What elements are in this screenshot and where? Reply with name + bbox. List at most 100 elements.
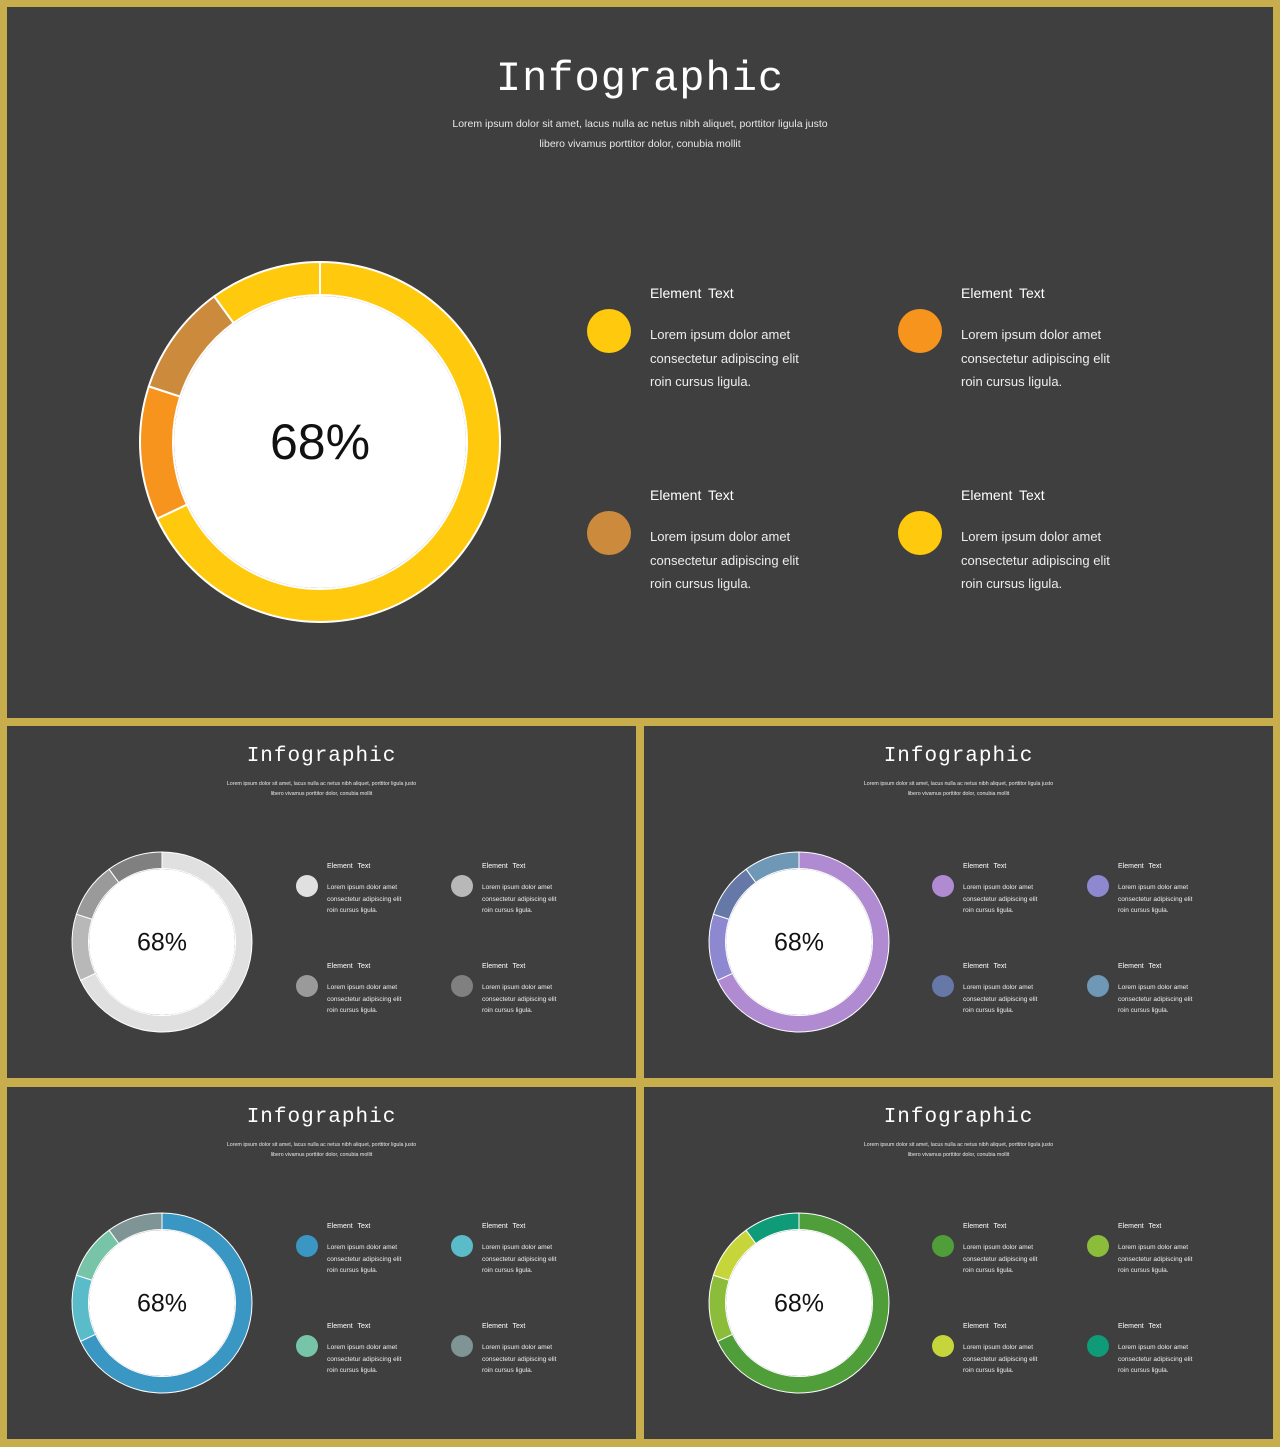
legend-item: Element Text Lorem ipsum dolor amet cons… <box>932 863 1062 923</box>
legend-dot <box>898 511 942 555</box>
legend-item-title: Element Text <box>327 863 371 870</box>
legend-item-title: Element Text <box>963 1223 1007 1230</box>
legend-item: Element Text Lorem ipsum dolor amet cons… <box>296 1323 426 1383</box>
slide-subtitle: Lorem ipsum dolor sit amet, lacus nulla … <box>863 1142 1054 1158</box>
legend-item: Element Text Lorem ipsum dolor amet cons… <box>932 1223 1062 1283</box>
donut-slice <box>745 1212 800 1245</box>
legend-dot <box>451 975 473 997</box>
legend-item-title: Element Text <box>1118 963 1162 970</box>
legend-item: Element Text Lorem ipsum dolor amet cons… <box>296 863 426 923</box>
donut-slice <box>155 260 501 623</box>
legend-item: Element Text Lorem ipsum dolor amet cons… <box>1087 1323 1217 1383</box>
center-percentage-label: 68% <box>137 929 187 957</box>
legend-item-desc: Lorem ipsum dolor amet consectetur adipi… <box>327 1244 402 1275</box>
legend-item: Element Text Lorem ipsum dolor amet cons… <box>451 863 581 923</box>
legend-dot <box>587 309 631 353</box>
legend-dot <box>1087 875 1109 897</box>
legend-item-title: Element Text <box>327 963 371 970</box>
donut-chart: 68% <box>71 851 253 1033</box>
legend-dot <box>1087 975 1109 997</box>
legend-item-desc: Lorem ipsum dolor amet consectetur adipi… <box>1118 984 1193 1015</box>
donut-slice <box>79 1212 253 1394</box>
donut-center <box>726 1230 872 1376</box>
legend-item-title: Element Text <box>650 285 734 301</box>
slide-subtitle: Lorem ipsum dolor sit amet, lacus nulla … <box>863 781 1054 797</box>
legend-item: Element Text Lorem ipsum dolor amet cons… <box>587 487 847 597</box>
donut-chart: 68% <box>708 851 890 1033</box>
legend-item-title: Element Text <box>650 487 734 503</box>
legend-dot <box>898 309 942 353</box>
legend-item-desc: Lorem ipsum dolor amet consectetur adipi… <box>482 1344 557 1375</box>
legend-item-title: Element Text <box>482 863 526 870</box>
donut-slice <box>108 851 163 884</box>
legend-dot <box>587 511 631 555</box>
slide-main: Infographic Lorem ipsum dolor sit amet, … <box>7 7 1273 718</box>
legend-item-title: Element Text <box>482 1323 526 1330</box>
legend-item-desc: Lorem ipsum dolor amet consectetur adipi… <box>650 529 799 591</box>
legend-item-title: Element Text <box>963 963 1007 970</box>
legend-dot <box>296 1335 318 1357</box>
legend-item: Element Text Lorem ipsum dolor amet cons… <box>1087 863 1217 923</box>
legend-item-title: Element Text <box>327 1323 371 1330</box>
legend-item-desc: Lorem ipsum dolor amet consectetur adipi… <box>963 984 1038 1015</box>
legend-item-desc: Lorem ipsum dolor amet consectetur adipi… <box>650 327 799 389</box>
donut-center <box>89 869 235 1015</box>
legend-dot <box>296 875 318 897</box>
legend-dot <box>451 1335 473 1357</box>
legend-item-title: Element Text <box>963 863 1007 870</box>
slide-title: Infographic <box>246 1106 397 1129</box>
legend-dot <box>1087 1335 1109 1357</box>
donut-center <box>174 296 466 588</box>
donut-chart: 68% <box>139 260 501 623</box>
legend-item: Element Text Lorem ipsum dolor amet cons… <box>932 1323 1062 1383</box>
legend-item: Element Text Lorem ipsum dolor amet cons… <box>898 487 1158 597</box>
slide-title: Infographic <box>246 745 397 768</box>
center-percentage-label: 68% <box>774 929 824 957</box>
legend-item-title: Element Text <box>482 963 526 970</box>
slide-title: Infographic <box>883 1106 1034 1129</box>
legend-dot <box>451 1235 473 1257</box>
center-percentage-label: 68% <box>774 1290 824 1318</box>
legend-item-title: Element Text <box>1118 1223 1162 1230</box>
legend-item-desc: Lorem ipsum dolor amet consectetur adipi… <box>1118 884 1193 915</box>
legend-dot <box>296 1235 318 1257</box>
legend-item-desc: Lorem ipsum dolor amet consectetur adipi… <box>963 1344 1038 1375</box>
legend-item-title: Element Text <box>963 1323 1007 1330</box>
legend-item-title: Element Text <box>482 1223 526 1230</box>
legend-item: Element Text Lorem ipsum dolor amet cons… <box>296 1223 426 1283</box>
donut-slice <box>745 851 800 884</box>
legend-item-desc: Lorem ipsum dolor amet consectetur adipi… <box>327 1344 402 1375</box>
legend-item-desc: Lorem ipsum dolor amet consectetur adipi… <box>482 884 557 915</box>
legend-item-desc: Lorem ipsum dolor amet consectetur adipi… <box>1118 1344 1193 1375</box>
center-percentage-label: 68% <box>270 414 370 470</box>
legend-dot <box>932 875 954 897</box>
legend-item: Element Text Lorem ipsum dolor amet cons… <box>451 963 581 1023</box>
legend-dot <box>296 975 318 997</box>
legend-item-title: Element Text <box>1118 863 1162 870</box>
slide-subtitle: Lorem ipsum dolor sit amet, lacus nulla … <box>452 118 828 150</box>
donut-chart: 68% <box>71 1212 253 1394</box>
legend-item-desc: Lorem ipsum dolor amet consectetur adipi… <box>482 1244 557 1275</box>
donut-slice <box>108 1212 163 1245</box>
center-percentage-label: 68% <box>137 1290 187 1318</box>
legend-dot <box>1087 1235 1109 1257</box>
legend-item-desc: Lorem ipsum dolor amet consectetur adipi… <box>961 529 1110 591</box>
donut-slice <box>716 1212 890 1394</box>
legend-item-desc: Lorem ipsum dolor amet consectetur adipi… <box>327 984 402 1015</box>
donut-slice <box>716 851 890 1033</box>
legend-item: Element Text Lorem ipsum dolor amet cons… <box>898 285 1158 395</box>
legend-dot <box>451 875 473 897</box>
legend-dot <box>932 975 954 997</box>
slide-gray: Infographic Lorem ipsum dolor sit amet, … <box>7 726 636 1078</box>
slide-blue: Infographic Lorem ipsum dolor sit amet, … <box>7 1087 636 1439</box>
slide-title: Infographic <box>883 745 1034 768</box>
legend-item-title: Element Text <box>327 1223 371 1230</box>
legend-item-desc: Lorem ipsum dolor amet consectetur adipi… <box>1118 1244 1193 1275</box>
legend-item: Element Text Lorem ipsum dolor amet cons… <box>587 285 847 395</box>
legend-item: Element Text Lorem ipsum dolor amet cons… <box>1087 1223 1217 1283</box>
legend-item-title: Element Text <box>961 487 1045 503</box>
legend-item-title: Element Text <box>961 285 1045 301</box>
slide-title: Infographic <box>495 55 785 103</box>
legend-dot <box>932 1335 954 1357</box>
donut-slice <box>212 260 321 325</box>
